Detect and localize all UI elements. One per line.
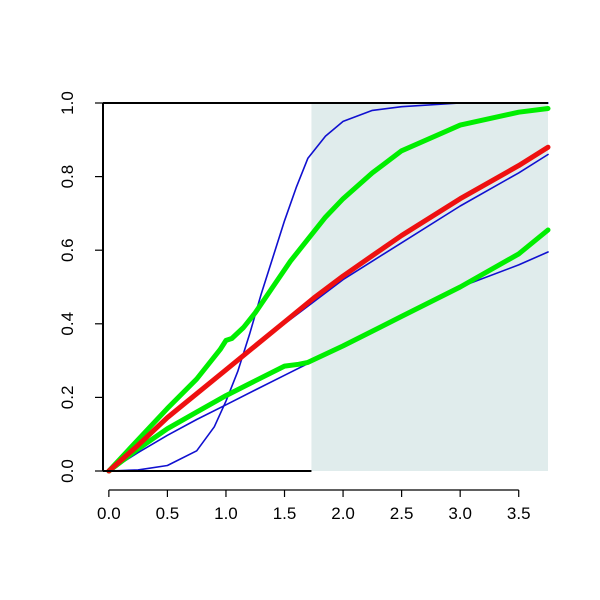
series-line-1	[108, 102, 549, 472]
x-tick-label: 3.0	[448, 504, 472, 523]
y-tick-label: 1.0	[58, 91, 77, 115]
series-line-4	[106, 106, 551, 474]
x-tick-label: 0.0	[97, 504, 121, 523]
x-tick-label: 2.0	[331, 504, 355, 523]
x-tick-label: 3.5	[507, 504, 531, 523]
y-tick-label: 0.6	[58, 238, 77, 262]
shaded-region-layer	[311, 103, 548, 471]
series-line-5	[106, 227, 551, 474]
series-line-6	[106, 144, 551, 474]
x-tick-label: 0.5	[156, 504, 180, 523]
y-tick-label: 0.4	[58, 312, 77, 336]
x-tick-label: 1.0	[214, 504, 238, 523]
axis-layer: 0.0 0.2 0.4 0.6 0.8 1.0 0.0 0.5 1.0 1.5 2.0 2.5 3.0 3…	[58, 91, 548, 523]
y-tick-label: 0.8	[58, 165, 77, 189]
y-tick-label: 0.2	[58, 386, 77, 410]
series-layer	[106, 102, 551, 474]
y-tick-label: 0.0	[58, 459, 77, 483]
shaded-region	[311, 103, 548, 471]
x-tick-label: 2.5	[390, 504, 414, 523]
x-tick-label: 1.5	[273, 504, 297, 523]
